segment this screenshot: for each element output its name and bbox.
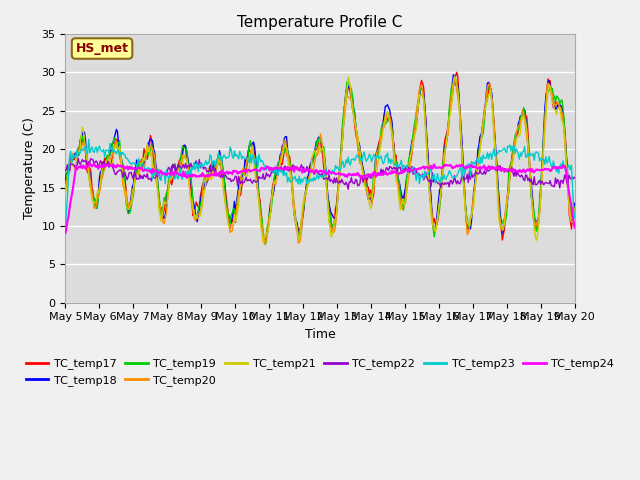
TC_temp20 (571, 205, 579, 211)
TC_temp23 (348, 156, 355, 162)
TC_temp23 (221, 153, 228, 159)
Text: HS_met: HS_met (76, 42, 129, 55)
TC_temp22 (571, 175, 579, 180)
TC_temp19 (220, 172, 228, 178)
Line: TC_temp21: TC_temp21 (65, 76, 575, 243)
TC_temp22 (221, 171, 228, 177)
TC_temp21 (259, 240, 267, 246)
TC_temp23 (372, 156, 380, 162)
TC_temp20 (526, 164, 534, 170)
TC_temp24 (372, 174, 380, 180)
TC_temp17 (526, 169, 534, 175)
TC_temp21 (451, 73, 458, 79)
TC_temp22 (74, 155, 82, 161)
TC_temp24 (348, 173, 355, 179)
TC_temp24 (86, 160, 93, 166)
TC_temp17 (437, 195, 445, 201)
TC_temp23 (277, 169, 285, 175)
Y-axis label: Temperature (C): Temperature (C) (23, 118, 36, 219)
TC_temp19 (526, 173, 534, 179)
TC_temp20 (61, 187, 69, 193)
TC_temp18 (526, 170, 534, 176)
Title: Temperature Profile C: Temperature Profile C (237, 15, 403, 30)
Line: TC_temp19: TC_temp19 (65, 81, 575, 245)
TC_temp21 (61, 191, 69, 196)
TC_temp24 (437, 165, 445, 171)
TC_temp19 (61, 180, 69, 186)
Line: TC_temp23: TC_temp23 (65, 139, 575, 227)
TC_temp22 (349, 180, 356, 185)
Line: TC_temp22: TC_temp22 (65, 158, 575, 189)
Line: TC_temp17: TC_temp17 (65, 72, 575, 241)
TC_temp23 (437, 176, 445, 182)
Line: TC_temp18: TC_temp18 (65, 75, 575, 240)
TC_temp20 (277, 153, 285, 158)
TC_temp22 (373, 171, 381, 177)
TC_temp18 (372, 152, 380, 158)
TC_temp18 (571, 201, 579, 206)
TC_temp17 (372, 161, 380, 167)
TC_temp18 (277, 150, 285, 156)
TC_temp19 (437, 192, 445, 198)
TC_temp18 (437, 185, 445, 191)
TC_temp17 (348, 97, 355, 103)
TC_temp20 (372, 159, 380, 165)
TC_temp21 (277, 157, 285, 163)
TC_temp22 (526, 179, 534, 185)
TC_temp17 (61, 176, 69, 182)
TC_temp24 (277, 166, 285, 172)
TC_temp21 (220, 188, 228, 193)
TC_temp21 (348, 96, 355, 102)
TC_temp23 (571, 215, 579, 221)
TC_temp21 (372, 172, 380, 178)
TC_temp23 (85, 136, 93, 142)
TC_temp20 (348, 96, 355, 101)
TC_temp22 (61, 168, 69, 173)
TC_temp20 (261, 241, 269, 247)
TC_temp17 (220, 173, 228, 179)
Line: TC_temp20: TC_temp20 (65, 79, 575, 244)
TC_temp24 (221, 170, 228, 176)
TC_temp17 (571, 201, 579, 206)
TC_temp19 (452, 78, 460, 84)
TC_temp24 (61, 230, 69, 236)
Line: TC_temp24: TC_temp24 (65, 163, 575, 233)
TC_temp23 (61, 224, 69, 230)
TC_temp22 (344, 186, 352, 192)
TC_temp17 (277, 162, 285, 168)
TC_temp20 (451, 76, 458, 82)
TC_temp23 (525, 153, 532, 159)
TC_temp18 (449, 72, 457, 78)
TC_temp18 (260, 237, 268, 242)
TC_temp24 (525, 168, 532, 173)
TC_temp21 (571, 208, 579, 214)
TC_temp19 (372, 156, 380, 161)
TC_temp18 (220, 171, 228, 177)
TC_temp18 (348, 95, 355, 100)
TC_temp19 (277, 153, 285, 159)
TC_temp19 (261, 242, 269, 248)
TC_temp20 (220, 190, 228, 196)
TC_temp17 (260, 239, 268, 244)
TC_temp22 (277, 164, 285, 169)
TC_temp24 (571, 225, 579, 230)
TC_temp19 (571, 204, 579, 210)
TC_temp21 (437, 191, 445, 197)
TC_temp21 (526, 174, 534, 180)
TC_temp19 (348, 86, 355, 92)
TC_temp18 (61, 178, 69, 183)
Legend: TC_temp17, TC_temp18, TC_temp19, TC_temp20, TC_temp21, TC_temp22, TC_temp23, TC_: TC_temp17, TC_temp18, TC_temp19, TC_temp… (22, 354, 618, 390)
TC_temp22 (438, 180, 445, 186)
TC_temp17 (452, 70, 460, 75)
X-axis label: Time: Time (305, 328, 335, 341)
TC_temp20 (437, 189, 445, 195)
